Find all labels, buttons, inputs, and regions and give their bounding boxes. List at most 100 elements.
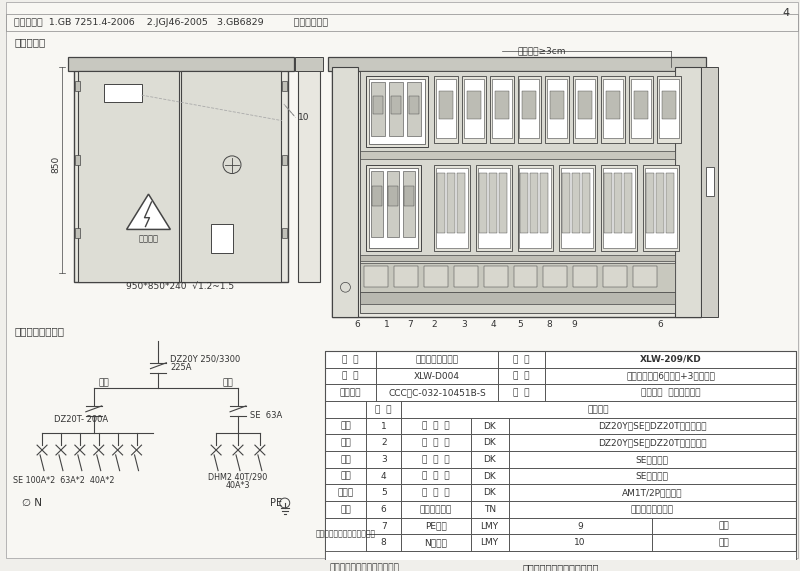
- Bar: [364, 266, 388, 287]
- Bar: [75, 82, 80, 91]
- Bar: [666, 172, 674, 234]
- Bar: [325, 518, 366, 551]
- Text: SE透明系列: SE透明系列: [636, 472, 669, 481]
- Text: DK: DK: [483, 455, 496, 464]
- Text: SE  63A: SE 63A: [250, 411, 282, 420]
- Bar: [327, 57, 706, 71]
- Bar: [522, 91, 537, 119]
- Text: SE 100A*2  63A*2  40A*2: SE 100A*2 63A*2 40A*2: [13, 476, 114, 485]
- Bar: [360, 292, 674, 304]
- Text: 4: 4: [381, 472, 386, 481]
- Bar: [68, 57, 294, 71]
- Bar: [492, 79, 511, 138]
- Text: PE端子: PE端子: [425, 521, 447, 530]
- Text: 850: 850: [51, 156, 61, 174]
- Bar: [604, 172, 612, 234]
- Bar: [401, 401, 796, 417]
- Bar: [490, 77, 514, 143]
- Bar: [325, 551, 796, 571]
- Text: DZ20Y 250/3300: DZ20Y 250/3300: [170, 355, 241, 363]
- Text: 6: 6: [381, 505, 386, 514]
- Bar: [518, 164, 554, 251]
- Bar: [603, 79, 623, 138]
- Bar: [434, 77, 458, 143]
- Text: 5: 5: [381, 488, 386, 497]
- Bar: [489, 172, 497, 234]
- Text: LMY: LMY: [481, 521, 498, 530]
- Bar: [407, 82, 421, 136]
- Text: 试验报告: 试验报告: [340, 388, 361, 397]
- Bar: [372, 186, 382, 206]
- Bar: [366, 77, 428, 147]
- Bar: [294, 57, 322, 71]
- Text: 级分配电箱（6路动力+3路照明）: 级分配电箱（6路动力+3路照明）: [626, 372, 715, 380]
- Bar: [447, 172, 455, 234]
- Bar: [298, 67, 319, 283]
- Bar: [333, 67, 701, 317]
- Bar: [388, 186, 398, 206]
- Circle shape: [341, 283, 350, 292]
- Bar: [603, 168, 635, 248]
- Text: 断  路  器: 断 路 器: [422, 438, 450, 447]
- Bar: [631, 79, 650, 138]
- Bar: [646, 172, 654, 234]
- Bar: [75, 228, 80, 238]
- Text: 断  路  器: 断 路 器: [422, 472, 450, 481]
- Text: DZ20Y（SE、DZ20T）透明系列: DZ20Y（SE、DZ20T）透明系列: [598, 421, 706, 431]
- Text: 初图: 初图: [340, 438, 351, 447]
- Bar: [543, 266, 567, 287]
- Text: 4: 4: [491, 320, 497, 329]
- Text: 施工现场  二级分配配电: 施工现场 二级分配配电: [641, 388, 701, 397]
- Bar: [547, 79, 567, 138]
- Bar: [78, 71, 179, 283]
- Bar: [282, 155, 286, 164]
- Text: 标准化: 标准化: [338, 488, 354, 497]
- Bar: [603, 266, 627, 287]
- Bar: [333, 67, 358, 317]
- Text: 3: 3: [461, 320, 466, 329]
- Text: TN: TN: [483, 505, 496, 514]
- Bar: [494, 91, 509, 119]
- Polygon shape: [126, 194, 170, 230]
- Text: 断  路  器: 断 路 器: [422, 421, 450, 431]
- Text: 40A*3: 40A*3: [226, 481, 250, 490]
- Bar: [464, 79, 484, 138]
- Bar: [706, 167, 714, 196]
- Bar: [550, 91, 564, 119]
- Bar: [437, 172, 445, 234]
- Text: DZ20Y（SE、DZ20T）透明系列: DZ20Y（SE、DZ20T）透明系列: [598, 438, 706, 447]
- Text: 哈尔滨市龙瑞电气成套设备厂: 哈尔滨市龙瑞电气成套设备厂: [330, 563, 399, 571]
- Text: XLW-D004: XLW-D004: [414, 372, 460, 380]
- Bar: [74, 67, 288, 283]
- Text: CCC：C-032-10451B-S: CCC：C-032-10451B-S: [388, 388, 486, 397]
- Text: 有电危险: 有电危险: [138, 235, 158, 244]
- Text: XLW-209/KD: XLW-209/KD: [640, 355, 702, 364]
- Bar: [389, 82, 403, 136]
- Text: 6: 6: [354, 320, 360, 329]
- Bar: [182, 71, 281, 283]
- Text: 壳体与门的软连接: 壳体与门的软连接: [630, 505, 674, 514]
- Bar: [578, 91, 592, 119]
- Bar: [546, 77, 570, 143]
- Text: 电器连接原理图：: 电器连接原理图：: [14, 327, 64, 336]
- Bar: [574, 266, 597, 287]
- Text: 8: 8: [546, 320, 552, 329]
- Bar: [409, 96, 419, 114]
- Text: 主要配件: 主要配件: [588, 405, 610, 414]
- Bar: [656, 172, 664, 234]
- Bar: [457, 172, 465, 234]
- Bar: [360, 255, 674, 261]
- Text: ∅ N: ∅ N: [22, 498, 42, 508]
- Text: 9: 9: [571, 320, 577, 329]
- Text: 10: 10: [298, 113, 309, 122]
- Bar: [360, 151, 674, 159]
- Bar: [404, 186, 414, 206]
- Bar: [701, 67, 718, 317]
- Text: DK: DK: [483, 421, 496, 431]
- Bar: [371, 171, 383, 238]
- Bar: [624, 172, 632, 234]
- Bar: [325, 351, 796, 571]
- Text: DZ20T- 200A: DZ20T- 200A: [54, 415, 108, 424]
- Bar: [662, 91, 676, 119]
- Text: 4: 4: [783, 8, 790, 18]
